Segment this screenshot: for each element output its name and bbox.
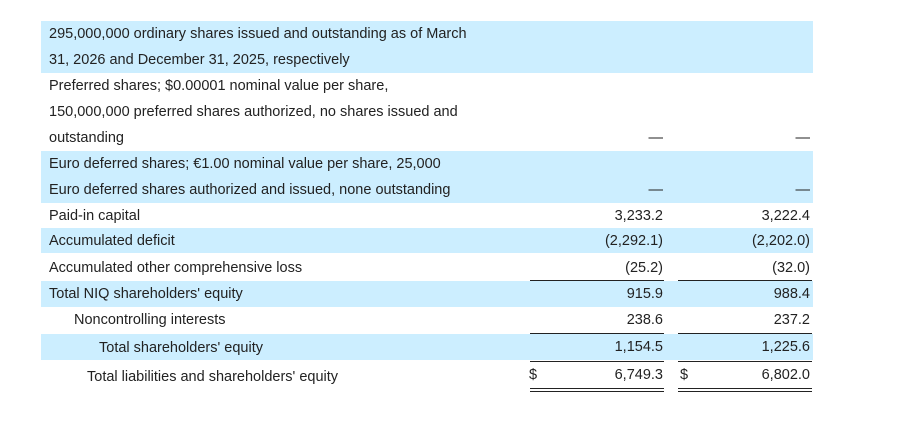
row-label: Noncontrolling interests	[74, 312, 226, 328]
value-2025: —	[795, 130, 811, 146]
value-2026: (25.2)	[625, 260, 663, 276]
subtotal-rule	[530, 280, 664, 281]
table-row-accumulated-deficit: Accumulated deficit (2,292.1) (2,202.0)	[41, 228, 813, 253]
subtotal-rule	[530, 361, 664, 362]
subtotal-rule	[678, 361, 812, 362]
value-2026: 238.6	[626, 312, 663, 328]
subtotal-rule	[678, 280, 812, 281]
table-row-ordinary-shares: 295,000,000 ordinary shares issued and o…	[41, 21, 813, 73]
currency-symbol: $	[529, 367, 538, 383]
value-2025: 6,802.0	[761, 367, 810, 383]
row-label: Accumulated other comprehensive loss	[49, 260, 303, 276]
value-2025: 988.4	[773, 286, 810, 302]
table-row-total-niq-equity: Total NIQ shareholders' equity 915.9 988…	[41, 281, 813, 307]
value-2026: 1,154.5	[614, 339, 663, 355]
value-2025: 1,225.6	[761, 339, 810, 355]
value-2026: 915.9	[626, 286, 663, 302]
table-row-total-liabilities-and-equity: Total liabilities and shareholders' equi…	[41, 362, 813, 388]
value-2026: —	[648, 130, 664, 146]
grand-total-double-rule	[530, 388, 664, 392]
row-label: Total liabilities and shareholders' equi…	[87, 369, 339, 385]
value-2025: 3,222.4	[761, 208, 810, 224]
subtotal-rule	[530, 333, 664, 334]
table-row-noncontrolling-interests: Noncontrolling interests 238.6 237.2	[41, 307, 813, 333]
table-row-paid-in-capital: Paid-in capital 3,233.2 3,222.4	[41, 203, 813, 228]
row-label: 295,000,000 ordinary shares issued and o…	[49, 26, 467, 42]
row-label: Paid-in capital	[49, 208, 141, 224]
row-label: Preferred shares; $0.00001 nominal value…	[49, 78, 389, 94]
value-2026: 3,233.2	[614, 208, 663, 224]
value-2025: —	[795, 182, 811, 198]
value-2026: 6,749.3	[614, 367, 663, 383]
row-label: Total shareholders' equity	[99, 340, 263, 356]
row-label: Total NIQ shareholders' equity	[49, 286, 243, 302]
value-2026: —	[648, 182, 664, 198]
row-label: 31, 2026 and December 31, 2025, respecti…	[49, 52, 350, 68]
row-label: outstanding	[49, 130, 124, 146]
value-2025: (2,202.0)	[751, 233, 810, 249]
value-2026: (2,292.1)	[604, 233, 663, 249]
row-label: Accumulated deficit	[49, 233, 175, 249]
value-2025: 237.2	[773, 312, 810, 328]
currency-symbol: $	[680, 367, 689, 383]
subtotal-rule	[678, 333, 812, 334]
table-row-aoci: Accumulated other comprehensive loss (25…	[41, 255, 813, 281]
row-label: Euro deferred shares authorized and issu…	[49, 182, 451, 198]
grand-total-double-rule	[678, 388, 812, 392]
table-row-euro-deferred-shares: Euro deferred shares; €1.00 nominal valu…	[41, 151, 813, 203]
table-row-total-shareholders-equity: Total shareholders' equity 1,154.5 1,225…	[41, 334, 813, 360]
table-row-preferred-shares: Preferred shares; $0.00001 nominal value…	[41, 73, 813, 151]
row-label: 150,000,000 preferred shares authorized,…	[49, 104, 458, 120]
value-2025: (32.0)	[772, 260, 810, 276]
row-label: Euro deferred shares; €1.00 nominal valu…	[49, 156, 441, 172]
